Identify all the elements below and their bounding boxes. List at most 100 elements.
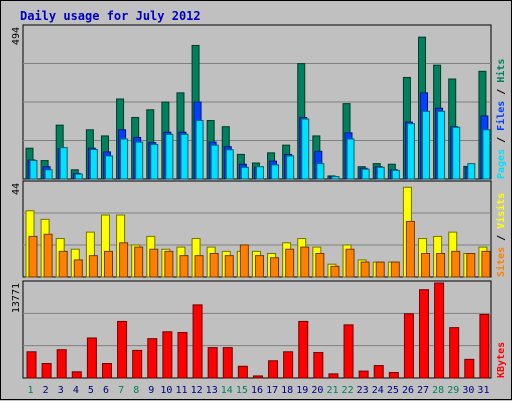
bar-kbytes-day-25 (388, 371, 399, 379)
day-label-31: 31 (477, 385, 489, 396)
bar-sites-day-18 (285, 248, 295, 278)
bar-pages-day-3 (59, 147, 68, 180)
bar-kbytes-day-24 (373, 365, 384, 379)
bar-pages-day-30 (467, 163, 476, 180)
day-label-16: 16 (251, 385, 263, 396)
legend-hits-files-pages: Pages / Files / Hits (495, 59, 507, 179)
bar-pages-day-25 (391, 169, 400, 180)
bar-sites-day-8 (134, 246, 144, 278)
bar-sites-day-1 (28, 235, 38, 278)
bar-kbytes-day-19 (298, 320, 309, 379)
day-label-14: 14 (221, 385, 233, 396)
bar-kbytes-day-17 (268, 360, 279, 379)
day-label-21: 21 (326, 385, 338, 396)
bar-kbytes-day-1 (26, 351, 37, 379)
bar-sites-day-2 (43, 233, 53, 278)
bar-pages-day-24 (376, 166, 385, 180)
bar-kbytes-day-6 (101, 363, 112, 379)
day-label-28: 28 (432, 385, 444, 396)
bar-kbytes-day-20 (313, 351, 324, 379)
bar-sites-day-12 (194, 255, 204, 278)
legend-pages: Pages (496, 149, 507, 179)
day-label-13: 13 (206, 385, 218, 396)
day-label-17: 17 (266, 385, 278, 396)
day-label-18: 18 (281, 385, 293, 396)
bar-pages-day-21 (331, 176, 340, 180)
bar-kbytes-day-23 (358, 370, 369, 379)
day-label-15: 15 (236, 385, 248, 396)
bar-sites-day-22 (345, 248, 355, 278)
bar-kbytes-day-11 (177, 331, 188, 379)
bar-pages-day-29 (452, 126, 461, 180)
bar-sites-day-6 (103, 250, 113, 278)
bar-sites-day-30 (466, 253, 476, 278)
bar-sites-day-25 (390, 261, 400, 278)
legend-files: Files (495, 101, 507, 131)
bar-sites-day-10 (164, 250, 174, 278)
bar-pages-day-14 (225, 149, 234, 180)
bar-kbytes-day-15 (237, 365, 248, 379)
bar-sites-day-31 (481, 250, 491, 278)
day-label-3: 3 (58, 385, 64, 396)
legend-visits: Visits (495, 193, 507, 229)
bar-pages-day-26 (406, 123, 415, 180)
y-max-label: 13771 (11, 283, 22, 313)
day-label-1: 1 (28, 385, 34, 396)
bar-sites-day-16 (254, 255, 264, 278)
y-max-label: 44 (11, 183, 22, 195)
bar-pages-day-18 (286, 155, 295, 180)
bar-sites-day-28 (436, 253, 446, 278)
day-label-8: 8 (133, 385, 139, 396)
bar-pages-day-12 (195, 120, 204, 180)
bar-sites-day-14 (224, 255, 234, 278)
day-label-30: 30 (462, 385, 474, 396)
day-label-23: 23 (357, 385, 369, 396)
bar-sites-day-23 (360, 261, 370, 278)
bar-kbytes-day-3 (56, 349, 67, 379)
legend-kbytes: KBytes (496, 342, 507, 378)
bar-pages-day-20 (316, 163, 325, 180)
bar-pages-day-23 (361, 168, 370, 180)
bar-pages-day-17 (271, 164, 280, 180)
bar-pages-day-5 (89, 148, 98, 180)
bar-kbytes-day-22 (343, 324, 354, 379)
bar-kbytes-day-10 (162, 331, 173, 379)
bar-kbytes-day-30 (464, 358, 475, 379)
bar-pages-day-1 (29, 160, 38, 180)
bar-sites-day-13 (209, 253, 219, 278)
day-label-4: 4 (73, 385, 79, 396)
bar-sites-day-21 (330, 265, 340, 278)
day-label-20: 20 (311, 385, 323, 396)
bar-kbytes-day-2 (41, 363, 52, 379)
bar-kbytes-day-14 (222, 347, 233, 379)
day-label-7: 7 (118, 385, 124, 396)
bar-sites-day-17 (270, 257, 280, 278)
day-label-22: 22 (342, 385, 354, 396)
bar-pages-day-19 (301, 118, 310, 180)
bar-pages-day-4 (74, 173, 83, 180)
bar-pages-day-31 (482, 129, 491, 180)
bar-kbytes-day-31 (479, 314, 490, 379)
bar-kbytes-day-27 (419, 289, 430, 379)
bar-kbytes-day-9 (147, 338, 158, 379)
bar-pages-day-15 (240, 166, 249, 180)
y-max-label: 494 (11, 27, 22, 45)
day-label-11: 11 (175, 385, 187, 396)
bar-sites-day-19 (300, 246, 310, 278)
day-label-26: 26 (402, 385, 414, 396)
bar-pages-day-8 (135, 141, 144, 180)
bar-sites-day-7 (119, 242, 129, 278)
bar-pages-day-2 (44, 169, 53, 180)
bar-sites-day-3 (58, 250, 68, 278)
bar-sites-day-15 (239, 244, 249, 278)
bar-sites-day-20 (315, 253, 325, 278)
legend-kbytes: KBytes (496, 342, 507, 378)
bar-kbytes-day-21 (328, 373, 339, 379)
day-label-6: 6 (103, 385, 109, 396)
bar-sites-day-4 (73, 259, 83, 278)
bar-kbytes-day-28 (434, 282, 445, 379)
bar-sites-day-11 (179, 255, 189, 278)
legend-visits-sites: Sites / Visits (495, 193, 507, 277)
